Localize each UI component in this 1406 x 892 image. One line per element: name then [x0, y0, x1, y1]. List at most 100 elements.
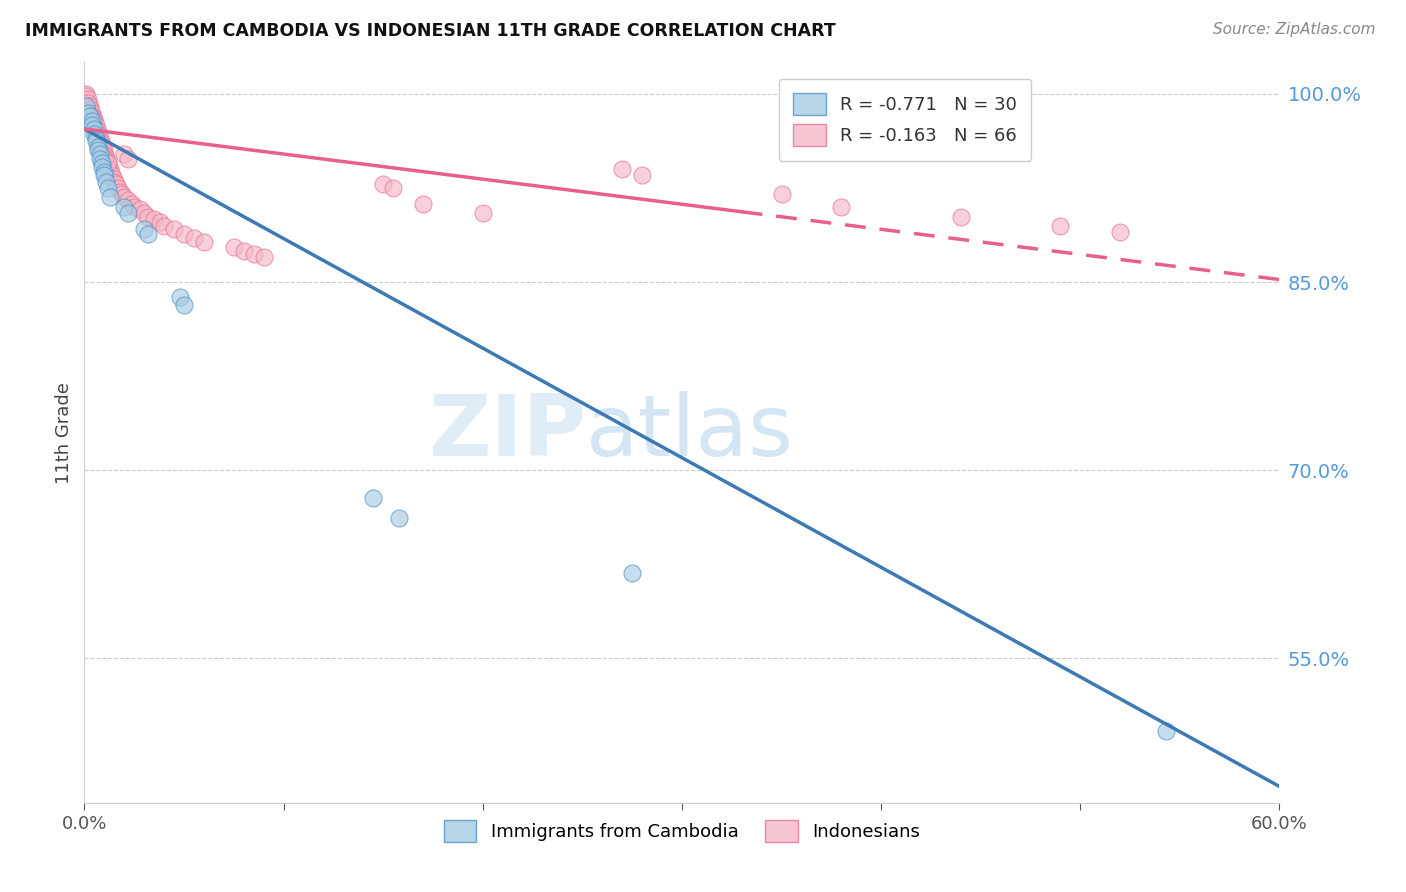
Point [222, 240, 245, 254]
Point [83, 127, 105, 141]
Point [91, 156, 114, 170]
Point [132, 206, 156, 220]
Point [117, 152, 139, 166]
Point [98, 190, 121, 204]
Point [82, 114, 104, 128]
Point [122, 200, 145, 214]
Point [87, 127, 110, 141]
Point [153, 219, 176, 233]
Point [121, 197, 143, 211]
Point [136, 227, 159, 242]
Point [89, 135, 111, 149]
Text: Source: ZipAtlas.com: Source: ZipAtlas.com [1212, 22, 1375, 37]
Point [169, 290, 191, 304]
Point [93, 152, 115, 166]
Legend: Immigrants from Cambodia, Indonesians: Immigrants from Cambodia, Indonesians [436, 813, 928, 849]
Point [111, 187, 134, 202]
Point [87, 143, 110, 157]
Point [107, 181, 129, 195]
Point [77, 105, 100, 120]
Point [96, 150, 118, 164]
Point [75, 89, 97, 103]
Point [96, 175, 118, 189]
Point [101, 169, 124, 183]
Point [112, 147, 135, 161]
Point [183, 231, 205, 245]
Point [82, 105, 104, 120]
Point [612, 162, 634, 177]
Point [86, 135, 108, 149]
Point [91, 160, 114, 174]
Point [1109, 225, 1132, 239]
Point [621, 566, 644, 581]
Point [93, 143, 115, 157]
Point [89, 130, 111, 145]
Point [77, 92, 100, 106]
Point [132, 222, 156, 236]
Point [86, 130, 108, 145]
Point [149, 215, 172, 229]
Point [91, 139, 114, 153]
Point [631, 169, 654, 183]
Point [82, 118, 104, 132]
Text: atlas: atlas [586, 391, 794, 475]
Point [253, 250, 276, 264]
Point [98, 162, 121, 177]
Point [93, 164, 115, 178]
Point [361, 491, 384, 505]
Point [949, 210, 972, 224]
Point [97, 156, 120, 170]
Point [232, 244, 254, 258]
Point [87, 124, 110, 138]
Point [388, 511, 411, 525]
Point [1049, 219, 1071, 233]
Point [91, 136, 114, 151]
Point [79, 109, 101, 123]
Point [98, 164, 121, 178]
Text: ZIP: ZIP [429, 391, 586, 475]
Point [173, 298, 195, 312]
Point [87, 139, 110, 153]
Point [110, 185, 132, 199]
Point [1154, 724, 1177, 739]
Point [136, 210, 159, 224]
Point [471, 206, 494, 220]
Point [89, 152, 111, 166]
Y-axis label: 11th Grade: 11th Grade [55, 382, 73, 483]
Point [97, 181, 120, 195]
Text: IMMIGRANTS FROM CAMBODIA VS INDONESIAN 11TH GRADE CORRELATION CHART: IMMIGRANTS FROM CAMBODIA VS INDONESIAN 1… [25, 22, 837, 40]
Point [93, 147, 115, 161]
Point [193, 235, 215, 249]
Point [83, 114, 105, 128]
Point [75, 99, 97, 113]
Point [103, 172, 125, 186]
Point [117, 194, 139, 208]
Point [770, 187, 793, 202]
Point [373, 177, 395, 191]
Point [143, 212, 166, 227]
Point [82, 109, 104, 123]
Point [89, 147, 111, 161]
Point [96, 152, 118, 166]
Point [173, 227, 195, 242]
Point [382, 181, 405, 195]
Point [412, 197, 434, 211]
Point [163, 222, 186, 236]
Point [79, 102, 101, 116]
Point [242, 247, 264, 261]
Point [77, 95, 100, 110]
Point [112, 200, 135, 214]
Point [105, 177, 128, 191]
Point [86, 118, 108, 132]
Point [79, 99, 101, 113]
Point [75, 87, 97, 101]
Point [103, 175, 125, 189]
Point [83, 112, 105, 126]
Point [83, 122, 105, 136]
Point [97, 160, 120, 174]
Point [112, 190, 135, 204]
Point [129, 202, 152, 217]
Point [97, 156, 120, 170]
Point [93, 169, 115, 183]
Point [86, 122, 108, 136]
